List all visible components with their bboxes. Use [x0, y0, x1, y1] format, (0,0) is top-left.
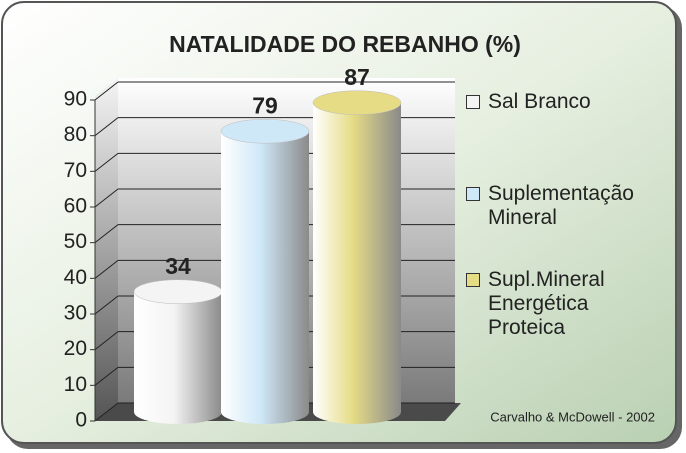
grid-line [94, 117, 119, 137]
grid-line [94, 259, 119, 279]
legend-item: Sal Branco [466, 90, 648, 114]
bar-top [220, 118, 310, 144]
bar [220, 118, 310, 424]
bar-body [221, 131, 309, 424]
y-tick-label: 30 [64, 302, 87, 325]
legend-item: Supl.Mineral Energética Proteica [466, 268, 648, 340]
value-label: 79 [252, 92, 278, 118]
y-tick-label: 0 [75, 409, 87, 432]
y-tick-label: 90 [64, 88, 87, 111]
value-label: 87 [344, 64, 370, 90]
grid-line [94, 188, 119, 208]
bar-top [133, 279, 223, 304]
bar [312, 90, 402, 424]
bar-top [312, 90, 402, 115]
y-tick-label: 70 [64, 159, 87, 182]
y-tick-label: 20 [64, 337, 87, 360]
bar-body [134, 291, 222, 424]
grid-line [94, 366, 119, 386]
bar-body [313, 102, 401, 424]
chart-title: NATALIDADE DO REBANHO (%) [169, 31, 521, 57]
legend-swatch [466, 273, 480, 287]
grid-line [94, 152, 119, 172]
legend-label: Sal Branco [488, 90, 591, 113]
legend-label: Supl.Mineral Energética Proteica [488, 268, 605, 339]
y-tick-label: 60 [64, 195, 87, 218]
y-tick-label: 80 [64, 123, 87, 146]
y-tick-label: 40 [64, 266, 87, 289]
legend-item: Suplementação Mineral [466, 182, 648, 230]
grid-line [94, 331, 119, 351]
value-label: 34 [165, 253, 191, 279]
side-wall [95, 78, 118, 421]
grid-line [94, 81, 119, 101]
bar [133, 279, 223, 424]
grid-line [94, 295, 119, 315]
legend-label: Suplementação Mineral [488, 182, 634, 229]
grid-line [94, 402, 119, 422]
grid-line [94, 224, 119, 244]
source-note: Carvalho & McDowell - 2002 [490, 409, 655, 424]
y-tick-label: 50 [64, 230, 87, 253]
legend-swatch [466, 187, 480, 201]
legend-swatch [466, 95, 480, 109]
y-tick-label: 10 [64, 373, 87, 396]
